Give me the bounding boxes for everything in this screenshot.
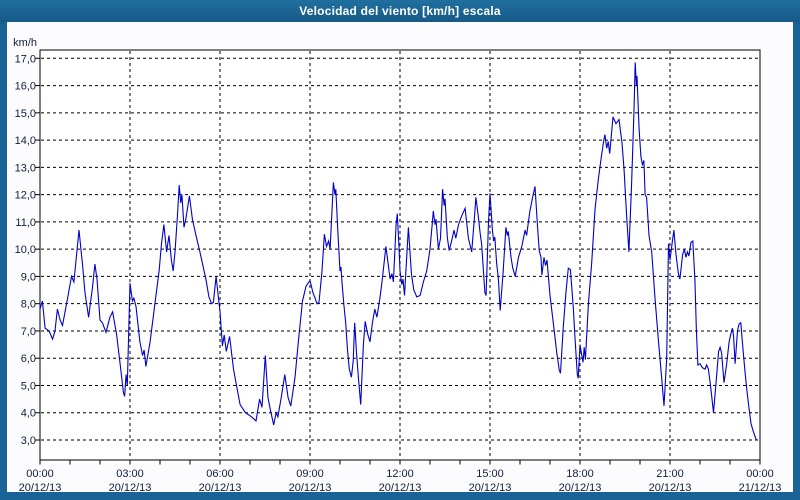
- chart-content-area: 17,0 16,0 15,0 14,0 13,0 12,0 11,0 10,0 9,0 8,0 7,…: [7, 22, 793, 494]
- window-titlebar: Velocidad del viento [km/h] escala: [0, 0, 800, 22]
- x-tick-date-label: 20/12/13: [109, 482, 152, 492]
- x-tick-date-label: 20/12/13: [559, 482, 602, 492]
- window-frame-right: [793, 22, 800, 500]
- y-tick-label: 9,0: [21, 271, 36, 283]
- x-tick-date-label: 20/12/13: [199, 482, 242, 492]
- y-tick-label: 7,0: [21, 326, 36, 338]
- x-tick-date-label: 20/12/13: [19, 482, 62, 492]
- y-tick-label: 13,0: [15, 162, 36, 174]
- x-tick-time-label: 03:00: [116, 468, 144, 480]
- x-tick-time-label: 18:00: [566, 468, 594, 480]
- y-tick-label: 8,0: [21, 299, 36, 311]
- y-tick-label: 12,0: [15, 190, 36, 202]
- window-frame-left: [0, 22, 7, 500]
- chart-title: Velocidad del viento [km/h] escala: [299, 4, 501, 18]
- x-tick-time-label: 00:00: [746, 468, 774, 480]
- x-tick-time-label: 15:00: [476, 468, 504, 480]
- y-tick-label: 10,0: [15, 244, 36, 256]
- y-tick-label: 11,0: [15, 217, 36, 229]
- x-tick-date-label: 20/12/13: [379, 482, 422, 492]
- y-axis-unit-label: km/h: [13, 37, 37, 49]
- x-tick-time-label: 00:00: [26, 468, 54, 480]
- window-frame-bottom: [0, 492, 800, 500]
- wind-speed-line: [39, 62, 757, 441]
- y-tick-label: 4,0: [21, 408, 36, 420]
- y-tick-label: 5,0: [21, 380, 36, 392]
- x-tick-time-label: 21:00: [656, 468, 684, 480]
- y-tick-label: 6,0: [21, 353, 36, 365]
- y-tick-label: 14,0: [15, 135, 36, 147]
- x-tick-date-label: 21/12/13: [739, 482, 782, 492]
- wind-speed-chart: 17,0 16,0 15,0 14,0 13,0 12,0 11,0 10,0 9,0 8,0 7,…: [13, 37, 782, 494]
- y-tick-label: 17,0: [15, 53, 36, 65]
- y-tick-label: 16,0: [15, 81, 36, 93]
- y-tick-label: 3,0: [21, 435, 36, 447]
- x-tick-date-label: 20/12/13: [289, 482, 332, 492]
- x-tick-time-label: 09:00: [296, 468, 324, 480]
- x-tick-date-label: 20/12/13: [469, 482, 512, 492]
- y-tick-label: 15,0: [15, 108, 36, 120]
- x-tick-time-label: 12:00: [386, 468, 414, 480]
- x-tick-time-label: 06:00: [206, 468, 234, 480]
- x-tick-date-label: 20/12/13: [649, 482, 692, 492]
